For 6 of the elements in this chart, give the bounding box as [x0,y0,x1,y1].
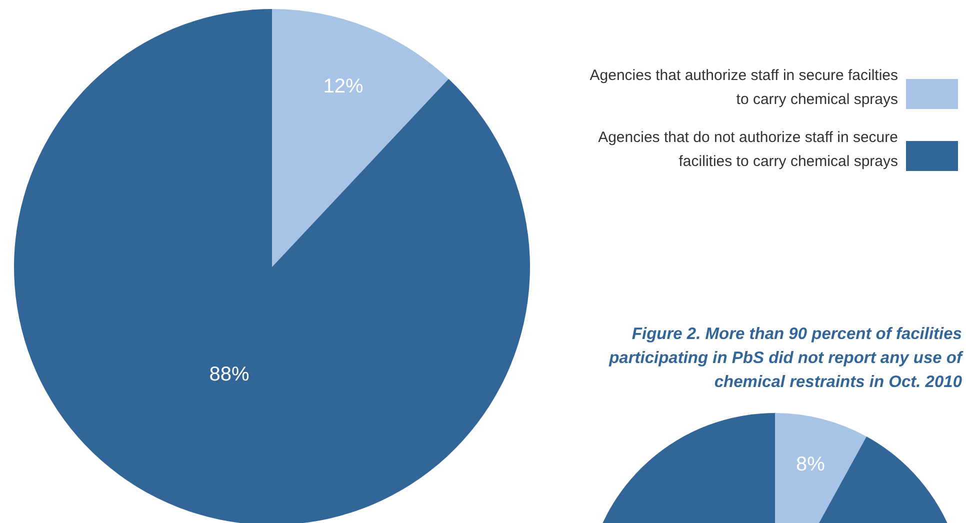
data-label: 12% [323,76,364,98]
legend-label: Agencies that do not authorize staff in secure facilities to carry chemical sprays [597,128,898,172]
data-label: 8% [796,453,826,476]
chart-title: Figure 2. More than 90 percent of facilities participating in PbS did not report any use of chemical restraints in Oct. 2010 [608,324,962,393]
data-label: 88% [209,363,250,386]
legend-label: Agencies that authorize staff in secure facilties to carry chemical sprays [588,66,898,110]
